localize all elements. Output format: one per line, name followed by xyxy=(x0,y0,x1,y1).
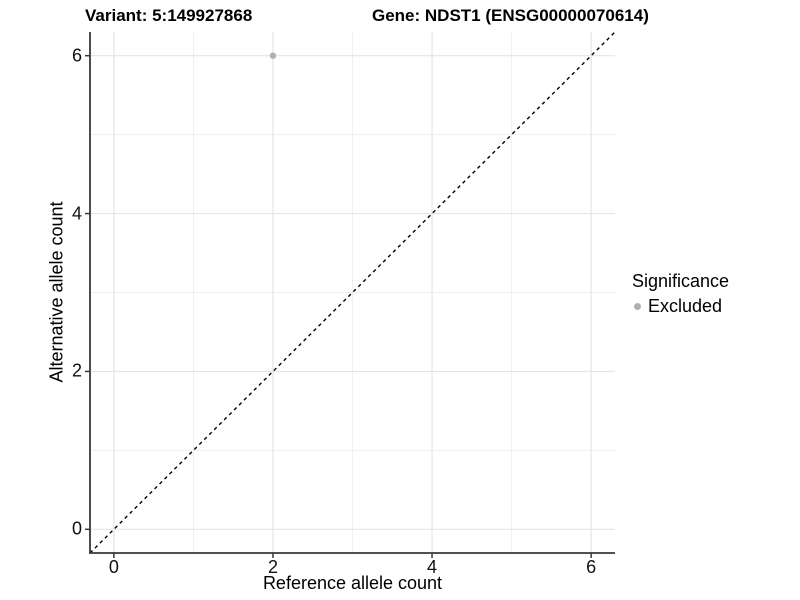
identity-dashed-line xyxy=(89,31,616,554)
y-tick-label: 6 xyxy=(71,45,82,66)
y-tick-label: 4 xyxy=(71,203,82,224)
legend-point-icon xyxy=(634,303,641,310)
x-axis-label: Reference allele count xyxy=(262,573,443,593)
x-tick-label: 2 xyxy=(267,557,278,577)
y-tick-label: 2 xyxy=(71,360,82,381)
x-tick-label: 0 xyxy=(108,557,119,577)
x-tick-label: 4 xyxy=(427,557,438,577)
legend-item-excluded: Excluded xyxy=(634,296,729,317)
x-tick-label: 6 xyxy=(586,557,597,577)
gene-title: Gene: NDST1 (ENSG00000070614) xyxy=(372,6,649,25)
legend-title: Significance xyxy=(632,271,730,291)
legend-item-label: Excluded xyxy=(648,296,723,316)
legend: Significance Excluded xyxy=(632,271,729,317)
y-tick-label: 0 xyxy=(71,518,82,539)
y-axis-label: Alternative allele count xyxy=(46,201,67,383)
data-point xyxy=(269,52,277,59)
variant-title: Variant: 5:149927868 xyxy=(85,6,253,25)
